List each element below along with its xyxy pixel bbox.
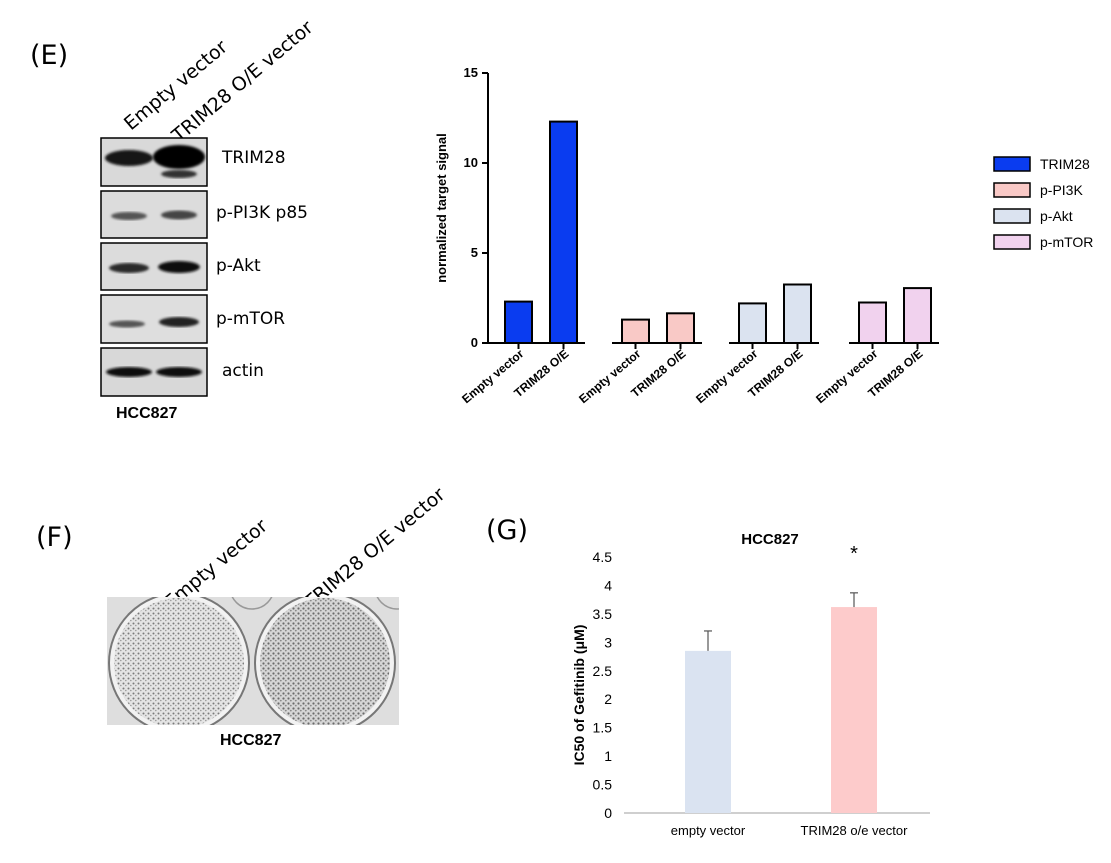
colony-plates-image (107, 597, 399, 725)
y-tick-label-0: 0 (471, 335, 478, 350)
bar-TRIM28-1 (549, 120, 578, 344)
blot-strip-p-pi3k (100, 190, 208, 239)
y-tick-label-15: 15 (464, 65, 478, 80)
blot-label-trim28: TRIM28 (222, 148, 286, 168)
x-tick-label-TRIM28-0: Empty vector (459, 346, 526, 406)
bar-p-PI3K-1 (666, 312, 695, 344)
lane-label-empty-vector: Empty vector (120, 35, 232, 135)
x-tick-label-0: empty vector (671, 823, 746, 838)
chart-g-ic50: HCC827 0 0.5 1 1.5 2 2.5 3 3.5 4 4.5 IC50 of Gefiti… (571, 531, 930, 838)
y-tick-label-3.5: 3.5 (593, 606, 613, 622)
legend-label-p-PI3K: p-PI3K (1040, 182, 1083, 198)
significance-star-0: * (850, 543, 858, 565)
bar-p-Akt-1 (783, 283, 812, 344)
blot-label-actin: actin (222, 361, 264, 381)
y-tick-label-4: 4 (604, 577, 612, 593)
y-axis-label: normalized target signal (434, 133, 449, 283)
western-blot-image (100, 137, 208, 397)
y-tick-label-10: 10 (464, 155, 478, 170)
y-tick-label-2.5: 2.5 (593, 663, 613, 679)
y-tick-label-1: 1 (604, 748, 612, 764)
x-tick-label-p-Akt-0: Empty vector (693, 346, 760, 406)
plate-label-trim28-oe-vector: TRIM28 O/E vector (300, 483, 450, 614)
legend-swatch-p-PI3K (993, 182, 1031, 198)
x-tick-label-1: TRIM28 o/e vector (801, 823, 909, 838)
blot-label-p-pi3k-p85: p-PI3K p85 (216, 203, 308, 223)
y-tick-label-0: 0 (604, 805, 612, 821)
blot-label-p-mtor: p-mTOR (216, 309, 286, 329)
bar-p-PI3K-0 (621, 318, 650, 345)
panel-f-letter: (F) (36, 522, 73, 553)
y-tick-label-1.5: 1.5 (593, 720, 613, 736)
legend-swatch-p-mTOR (993, 234, 1031, 250)
legend-swatch-TRIM28 (993, 156, 1031, 172)
bar-p-Akt-0 (738, 302, 767, 344)
plate-cell-line-label: HCC827 (220, 732, 282, 749)
panel-g-letter: (G) (486, 515, 528, 546)
panel-e-letter: (E) (30, 40, 69, 71)
x-tick-label-p-PI3K-0: Empty vector (576, 346, 643, 406)
bar-p-mTOR-0 (858, 301, 887, 344)
chart-g-title: HCC827 (741, 531, 799, 548)
legend-label-p-mTOR: p-mTOR (1040, 234, 1093, 250)
x-tick-label-p-mTOR-0: Empty vector (813, 346, 880, 406)
blot-strip-p-akt (100, 242, 208, 291)
blot-label-p-akt: p-Akt (216, 256, 261, 276)
y-tick-label-3: 3 (604, 634, 612, 650)
y-tick-label-2: 2 (604, 691, 612, 707)
bar-TRIM28-0 (504, 300, 533, 345)
bar-p-mTOR-1 (903, 287, 932, 345)
y-tick-label-5: 5 (471, 245, 478, 260)
bar-0 (685, 650, 731, 813)
blot-strip-actin (100, 347, 208, 397)
legend-label-TRIM28: TRIM28 (1040, 156, 1090, 172)
y-tick-label-4.5: 4.5 (593, 549, 613, 565)
blot-strip-p-mtor (100, 294, 208, 344)
blot-cell-line-label: HCC827 (116, 405, 178, 422)
y-axis-label: IC50 of Gefitinib (μM) (571, 625, 587, 766)
legend-swatch-p-Akt (993, 208, 1031, 224)
y-tick-label-0.5: 0.5 (593, 777, 613, 793)
blot-strip-trim28 (100, 137, 208, 187)
bar-1 (831, 607, 877, 813)
chart-e-normalized-signal: 0 5 10 15 normalized target signal Empty vect… (434, 65, 1093, 406)
legend-label-p-Akt: p-Akt (1040, 208, 1073, 224)
